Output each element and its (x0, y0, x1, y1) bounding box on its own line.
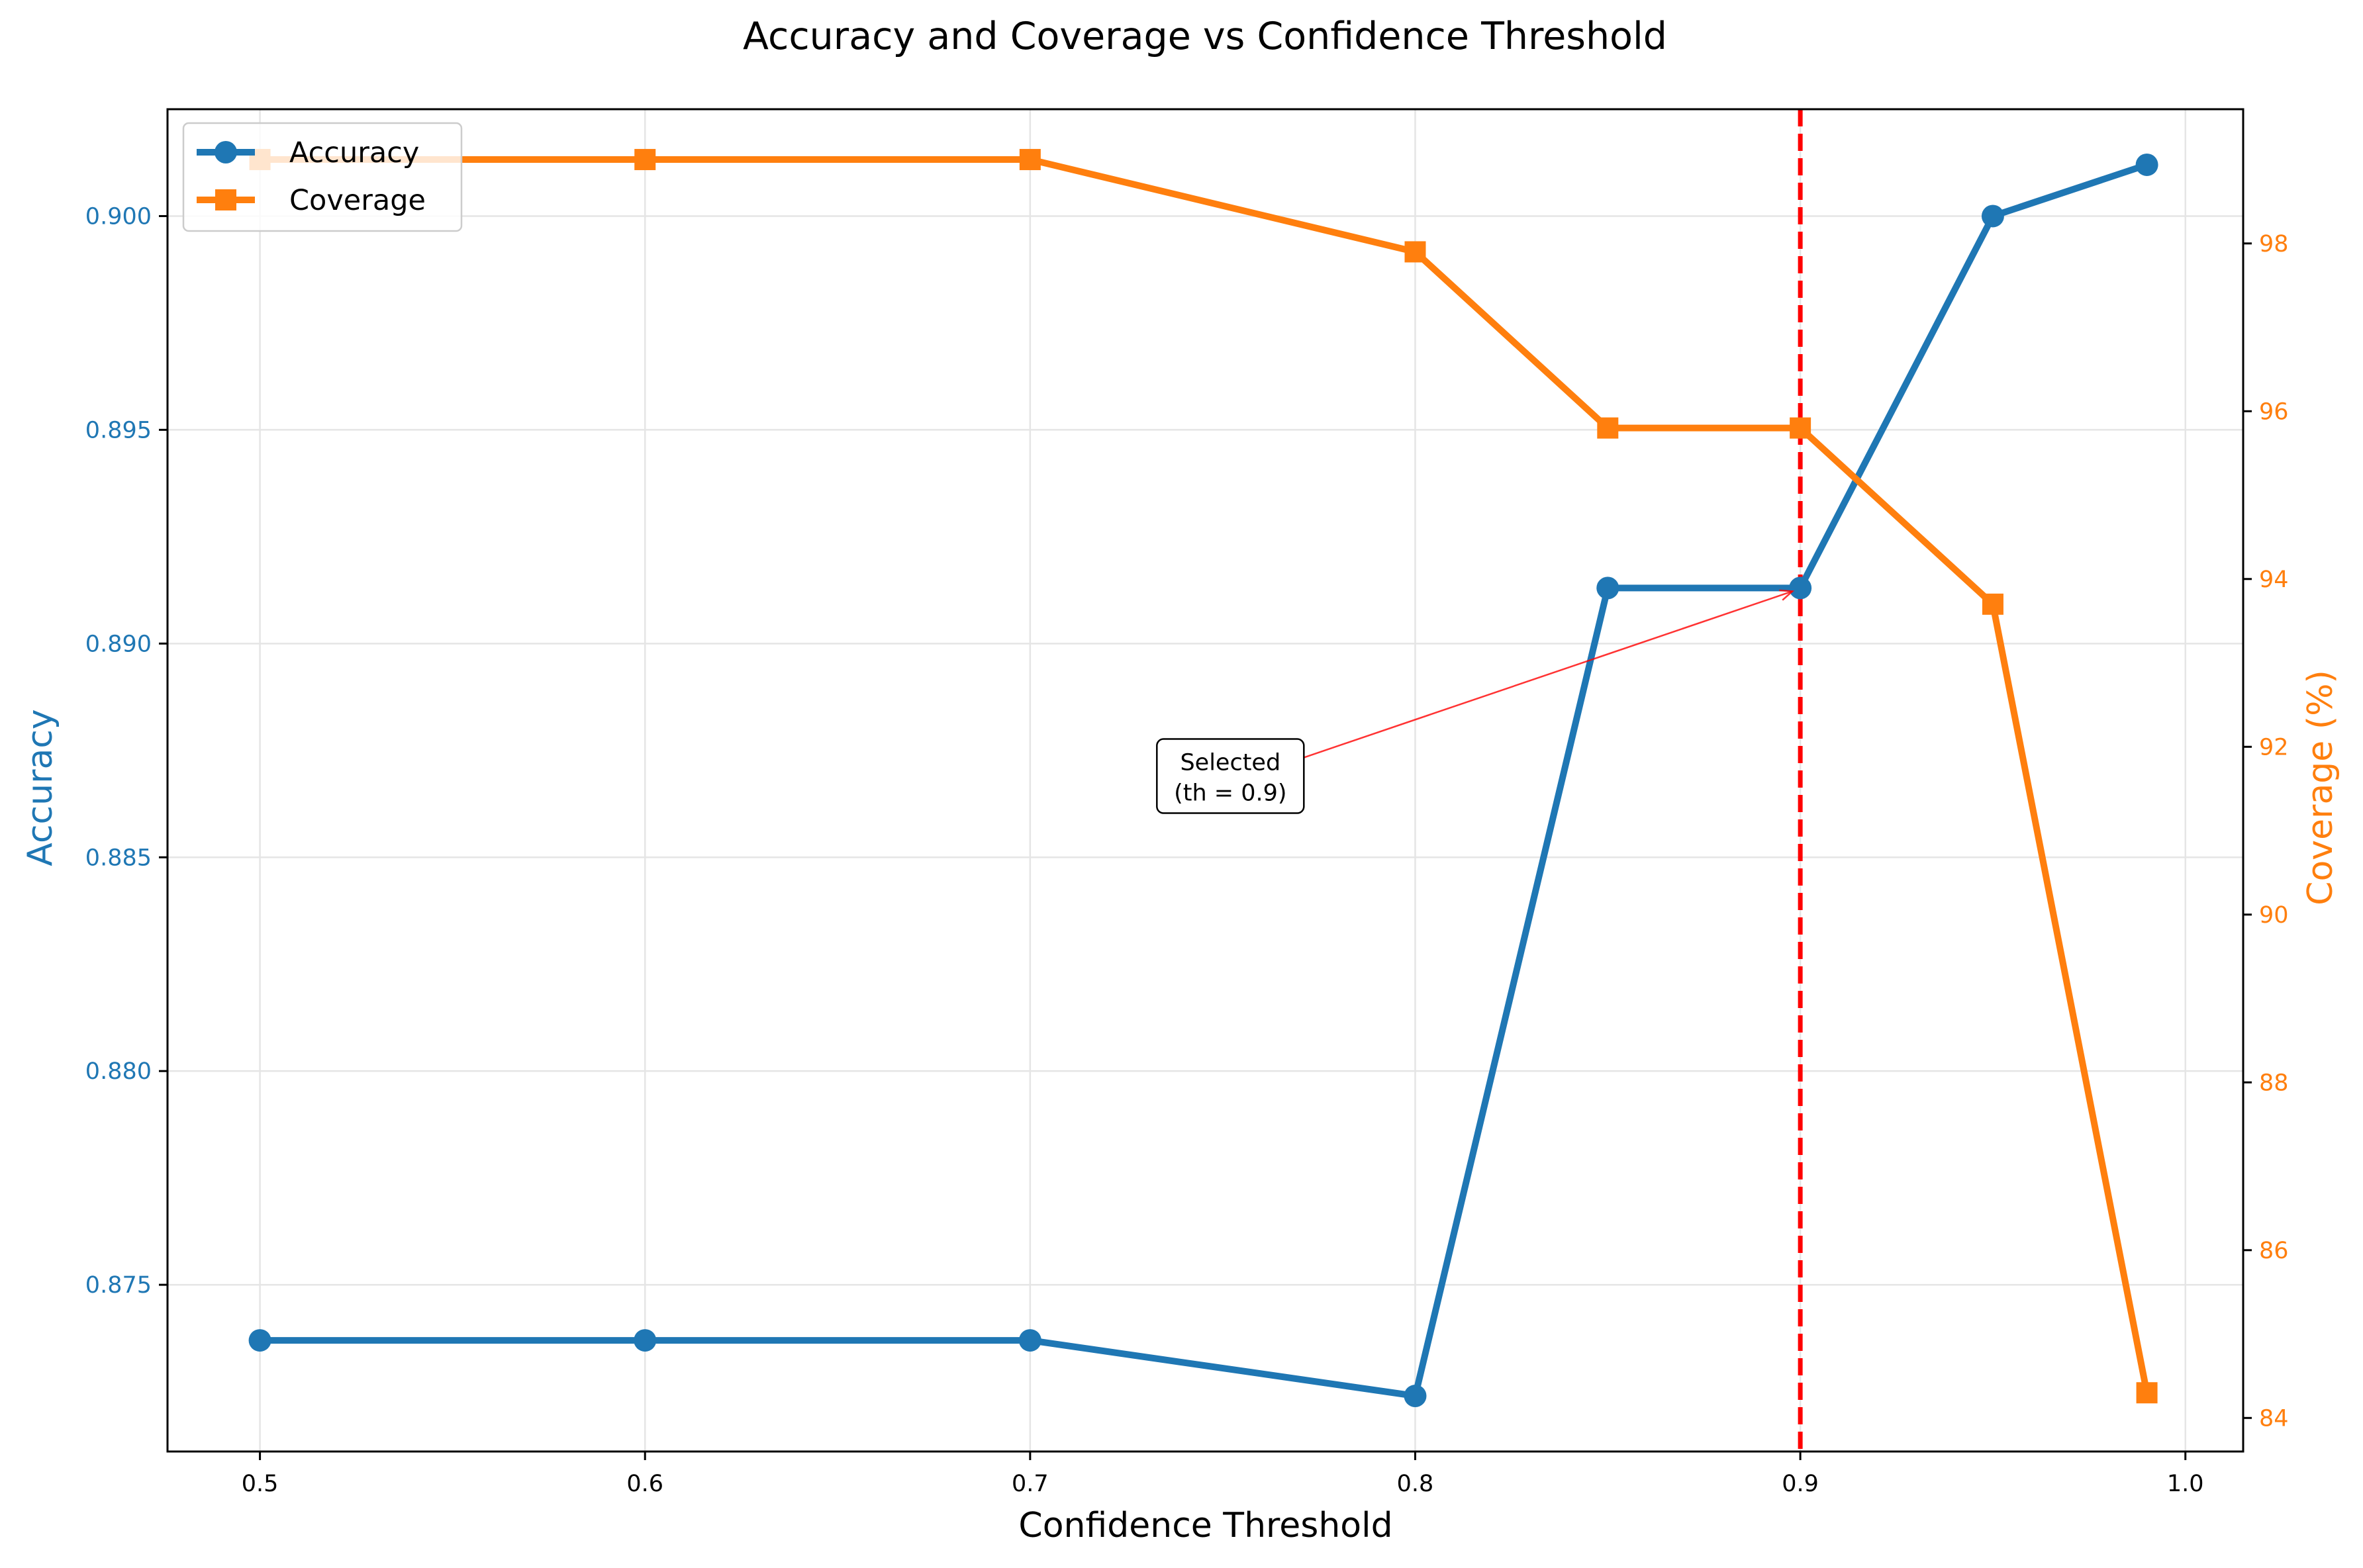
data-point-coverage (1982, 593, 2003, 615)
legend-marker-circle (215, 141, 237, 163)
legend-marker-square (215, 189, 236, 210)
annotation-text-line2: (th = 0.9) (1174, 780, 1286, 807)
y-tick-label: 0.895 (85, 417, 152, 443)
data-point-accuracy (1404, 1385, 1427, 1408)
data-point-accuracy (248, 1329, 271, 1352)
series-line-coverage (260, 156, 2150, 1394)
data-point-coverage (1019, 149, 1041, 171)
chart-title: Accuracy and Coverage vs Confidence Thre… (743, 15, 1667, 58)
series-layer (248, 149, 2158, 1408)
y2-tick-label: 90 (2259, 902, 2289, 929)
annotation-box (1156, 738, 1305, 814)
data-point-accuracy (1789, 576, 1812, 600)
legend: Accuracy Coverage (182, 122, 463, 232)
series-accuracy (248, 153, 2158, 1408)
y-tick-label: 0.875 (85, 1272, 152, 1299)
legend-label: Accuracy (289, 136, 419, 169)
legend-item-coverage: Coverage (197, 184, 426, 217)
x-tick-label: 0.7 (1012, 1471, 1049, 1497)
annotation-layer: Selected (th = 0.9) (1156, 589, 1795, 814)
annotation-text-line1: Selected (1180, 750, 1280, 776)
y2-tick-label: 84 (2259, 1405, 2289, 1432)
legend-label: Coverage (289, 184, 426, 217)
y-axis-left: 0.875 0.880 0.885 0.890 0.895 0.900 (85, 203, 168, 1299)
plot-frame (166, 108, 2244, 1453)
y-axis-label: Accuracy (21, 709, 60, 866)
x-axis: 0.5 0.6 0.7 0.8 0.9 1.0 (242, 1452, 2204, 1497)
y2-axis-label: Coverage (%) (2301, 670, 2340, 905)
data-point-accuracy (1596, 576, 1619, 600)
data-point-coverage (2136, 1382, 2158, 1404)
y-tick-label: 0.890 (85, 631, 152, 657)
annotation-arrow (1303, 590, 1793, 759)
y-axis-right: 84 86 88 90 92 94 96 98 (2243, 231, 2289, 1432)
legend-item-accuracy: Accuracy (197, 136, 419, 169)
y-tick-label: 0.900 (85, 203, 152, 230)
series-line-accuracy (260, 161, 2148, 1399)
y2-tick-label: 92 (2259, 734, 2289, 761)
y-tick-label: 0.885 (85, 845, 152, 871)
x-axis-label: Confidence Threshold (1018, 1506, 1392, 1545)
data-point-coverage (1597, 417, 1619, 439)
x-tick-label: 0.6 (626, 1471, 663, 1497)
x-tick-label: 0.9 (1782, 1471, 1819, 1497)
data-point-accuracy (2135, 153, 2158, 176)
y2-tick-label: 94 (2259, 567, 2289, 593)
x-tick-label: 0.8 (1397, 1471, 1434, 1497)
grid-lines (168, 109, 2243, 1452)
x-tick-label: 0.5 (242, 1471, 279, 1497)
data-point-accuracy (634, 1329, 657, 1352)
data-point-coverage (1404, 241, 1426, 263)
y2-tick-label: 88 (2259, 1070, 2289, 1096)
annotation-arrowhead (1779, 589, 1795, 601)
data-point-accuracy (1981, 205, 2004, 228)
y-tick-label: 0.880 (85, 1058, 152, 1085)
y2-tick-label: 86 (2259, 1238, 2289, 1264)
y2-tick-label: 98 (2259, 231, 2289, 257)
series-coverage (249, 149, 2158, 1404)
data-point-coverage (634, 149, 656, 171)
y2-tick-label: 96 (2259, 398, 2289, 425)
x-tick-label: 1.0 (2167, 1471, 2204, 1497)
data-point-accuracy (1018, 1329, 1041, 1352)
data-point-coverage (1790, 417, 1811, 439)
